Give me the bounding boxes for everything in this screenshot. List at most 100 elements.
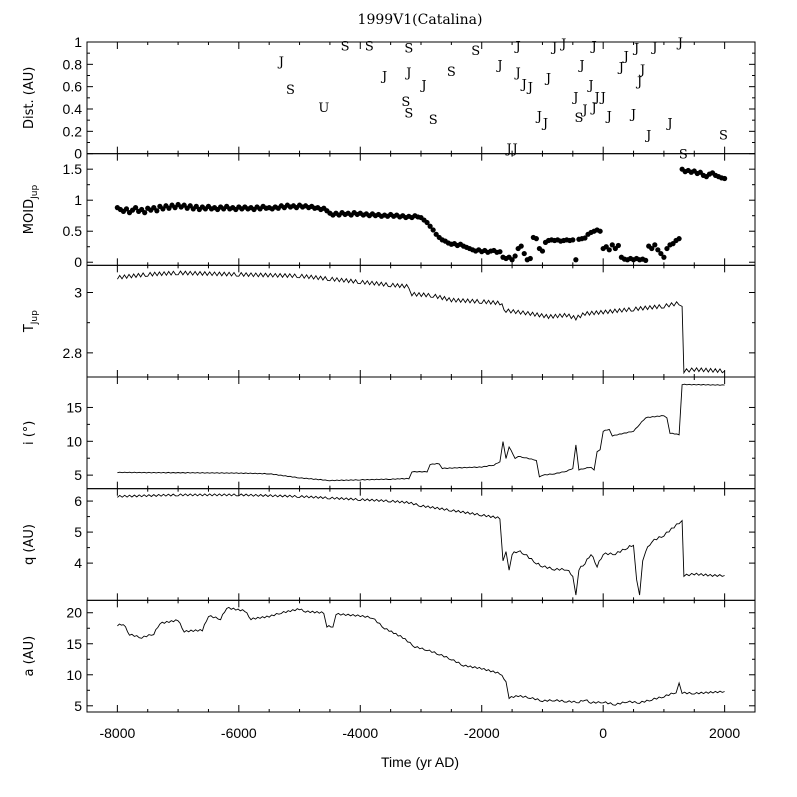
encounter-marker-J: J: [559, 37, 566, 52]
y-tick-label: 4: [74, 555, 82, 571]
data-point: [518, 243, 524, 249]
data-point: [142, 210, 148, 216]
data-point: [652, 242, 658, 248]
data-point: [154, 208, 160, 214]
encounter-marker-J: J: [650, 40, 657, 55]
panel-moid: 0 0.5 1 1.5 MOIDJup: [22, 153, 756, 270]
encounter-marker-J: J: [644, 129, 651, 144]
y-tick-label: 1: [74, 192, 82, 208]
encounter-marker-J: J: [629, 107, 636, 122]
encounter-marker-J: J: [514, 66, 521, 81]
data-point: [658, 250, 664, 257]
panel-q: 4 5 6 q (AU): [22, 488, 756, 601]
x-tick-label: 0: [599, 725, 607, 741]
encounter-marker-J: J: [380, 70, 387, 85]
data-point: [509, 257, 515, 263]
encounter-marker-S: S: [404, 106, 413, 121]
data-point: [606, 247, 612, 253]
y-tick-label: 5: [74, 698, 82, 714]
y-tick-label: 0.8: [63, 56, 83, 72]
encounter-marker-J: J: [577, 58, 584, 73]
encounter-marker-J: J: [586, 78, 593, 93]
encounter-marker-J: J: [520, 77, 527, 92]
data-point: [521, 250, 527, 257]
y-tick-label: 0.5: [63, 223, 83, 239]
encounter-marker-J: J: [635, 75, 642, 90]
encounter-marker-S: S: [719, 129, 728, 144]
encounter-marker-J: J: [622, 49, 629, 64]
encounter-marker-J: J: [404, 66, 411, 81]
encounter-marker-J: J: [495, 58, 502, 73]
data-point: [609, 242, 615, 248]
data-point: [676, 236, 682, 242]
y-tick-label: 10: [66, 667, 82, 683]
chart-title: 1999V1(Catalina): [358, 12, 483, 28]
encounter-marker-J: J: [544, 72, 551, 87]
panel-frame: [86, 41, 756, 155]
y-tick-label: 0: [74, 146, 82, 162]
data-point: [527, 255, 533, 262]
data-point: [512, 253, 518, 259]
panel-a: 5 10 15 20 a (AU): [22, 599, 756, 714]
y-tick-label: 10: [66, 433, 82, 449]
encounter-marker-U: U: [318, 101, 329, 116]
encounter-marker-J: J: [589, 101, 596, 116]
encounter-marker-S: S: [286, 83, 295, 98]
y-tick-label: 15: [66, 636, 82, 652]
y-tick-label: 0.6: [63, 79, 83, 95]
series-line: [117, 383, 725, 482]
x-tick-label: 2000: [709, 725, 740, 741]
encounter-marker-S: S: [471, 44, 480, 59]
data-point: [655, 247, 661, 253]
encounter-marker-S: S: [365, 39, 374, 54]
encounter-marker-J: J: [617, 61, 624, 76]
data-point: [661, 254, 667, 260]
series-line: [117, 493, 725, 596]
encounter-marker-J: J: [592, 91, 599, 106]
encounter-marker-S: S: [341, 39, 350, 54]
encounter-marker-J: J: [589, 39, 596, 54]
encounter-marker-S: S: [401, 95, 410, 110]
y-tick-label: 3: [74, 284, 82, 300]
x-tick-label: -4000: [342, 725, 378, 741]
data-point: [722, 175, 728, 182]
encounter-marker-S: S: [574, 111, 583, 126]
y-axis-label-subscript: Jup: [30, 185, 40, 200]
encounter-marker-J: J: [277, 55, 284, 70]
encounter-marker-S: S: [429, 113, 438, 128]
data-point: [573, 257, 579, 263]
x-axis-label: Time (yr AD): [381, 754, 459, 770]
encounter-marker-J: J: [550, 40, 557, 55]
encounter-marker-J: J: [580, 103, 587, 118]
y-tick-label: 20: [66, 605, 82, 621]
encounter-marker-J: J: [535, 110, 542, 125]
y-axis-label: i (°): [22, 421, 37, 445]
encounter-marker-J: J: [526, 81, 533, 96]
x-axis: -8000 -6000 -4000 -2000 0 2000: [99, 725, 740, 741]
x-tick-label: -6000: [221, 725, 257, 741]
panel-frame: [86, 488, 756, 601]
data-point: [582, 235, 588, 241]
y-axis-label: TJup: [22, 310, 40, 333]
y-tick-label: 0: [74, 254, 82, 270]
panel-inc: 5 10 15 i (°): [22, 376, 756, 490]
data-point: [643, 257, 649, 263]
encounter-marker-J: J: [514, 39, 521, 54]
encounter-marker-J: J: [511, 142, 518, 157]
data-point: [539, 248, 546, 254]
y-tick-label: 2.8: [63, 345, 83, 361]
encounter-marker-J: J: [605, 110, 612, 125]
y-axis-label: MOIDJup: [22, 185, 40, 235]
data-point: [664, 245, 670, 252]
panel-frame: [86, 599, 756, 713]
series-line: [117, 270, 725, 375]
y-axis-label: Dist. (AU): [22, 67, 37, 129]
encounter-marker-J: J: [632, 42, 639, 57]
y-tick-label: 1.5: [63, 161, 83, 177]
encounter-marker-J: J: [541, 116, 548, 131]
y-axis-label: a (AU): [22, 636, 37, 677]
data-point: [424, 219, 430, 226]
